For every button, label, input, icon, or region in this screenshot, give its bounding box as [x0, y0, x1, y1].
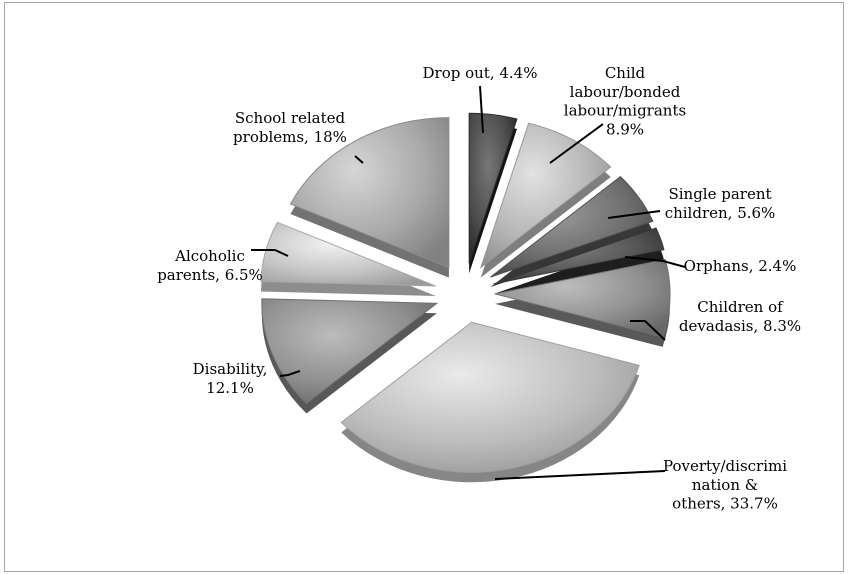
- slice-label: Alcoholic parents, 6.5%: [157, 247, 263, 284]
- slice-label-line: Poverty/discrimi: [663, 457, 787, 475]
- leader-line: [607, 210, 661, 219]
- slice-label: Disability, 12.1%: [193, 360, 268, 397]
- leader-line: [279, 370, 301, 377]
- slice-label-line: Orphans, 2.4%: [684, 257, 797, 275]
- slice-label-line: Alcoholic: [174, 247, 245, 265]
- pie-slice: [289, 117, 450, 269]
- pie-slice: [261, 298, 439, 405]
- slice-label-line: labour/bonded: [570, 83, 681, 101]
- slice-label-line: problems, 18%: [233, 128, 347, 146]
- slice-label: Child labour/bonded labour/migrants 8.9%: [564, 64, 686, 138]
- slice-label: School related problems, 18%: [233, 109, 347, 146]
- slice-label-line: children, 5.6%: [665, 204, 776, 222]
- slice-label-line: 12.1%: [206, 379, 254, 397]
- slice-label-line: Single parent: [668, 185, 771, 203]
- slice-label-line: Child: [605, 64, 646, 82]
- leader-line: [624, 256, 686, 268]
- pie-slice: [479, 122, 612, 269]
- slice-label-line: parents, 6.5%: [157, 266, 263, 284]
- slice-label-line: 8.9%: [606, 120, 644, 138]
- pie-slice: [490, 175, 654, 278]
- leader-line: [251, 249, 289, 257]
- pie-slice: [493, 227, 665, 285]
- slice-label-line: labour/migrants: [564, 102, 686, 120]
- leader-line: [479, 85, 484, 134]
- pie-slice: [340, 321, 640, 473]
- slice-label-line: Drop out, 4.4%: [423, 64, 538, 82]
- slice-label-line: School related: [235, 109, 346, 127]
- pie-chart: Drop out, 4.4% Child labour/bonded labour/m…: [157, 64, 801, 513]
- pie-slice: [260, 221, 437, 287]
- slice-label: Single parent children, 5.6%: [665, 185, 776, 222]
- slice-label-line: others, 33.7%: [672, 495, 778, 513]
- chart-frame: Drop out, 4.4% Child labour/bonded labour/m…: [4, 2, 844, 572]
- slice-label-line: Disability,: [193, 360, 268, 378]
- slice-label: Children of devadasis, 8.3%: [679, 298, 801, 335]
- slice-label-line: devadasis, 8.3%: [679, 317, 801, 335]
- pie-slice: [468, 112, 518, 264]
- slice-label-line: Children of: [697, 298, 784, 316]
- leaders-layer: [251, 85, 686, 480]
- slice-label: Drop out, 4.4%: [423, 64, 538, 82]
- slice-label: Poverty/discrimi nation & others, 33.7%: [663, 457, 787, 513]
- labels-layer: Drop out, 4.4% Child labour/bonded labour/m…: [157, 64, 801, 513]
- slice-label: Orphans, 2.4%: [684, 257, 797, 275]
- slices-layer: [260, 112, 671, 483]
- leader-line: [549, 123, 604, 164]
- leader-line: [354, 155, 364, 164]
- slice-label-line: nation &: [692, 476, 758, 494]
- leader-line: [630, 320, 666, 341]
- leader-line: [494, 470, 666, 480]
